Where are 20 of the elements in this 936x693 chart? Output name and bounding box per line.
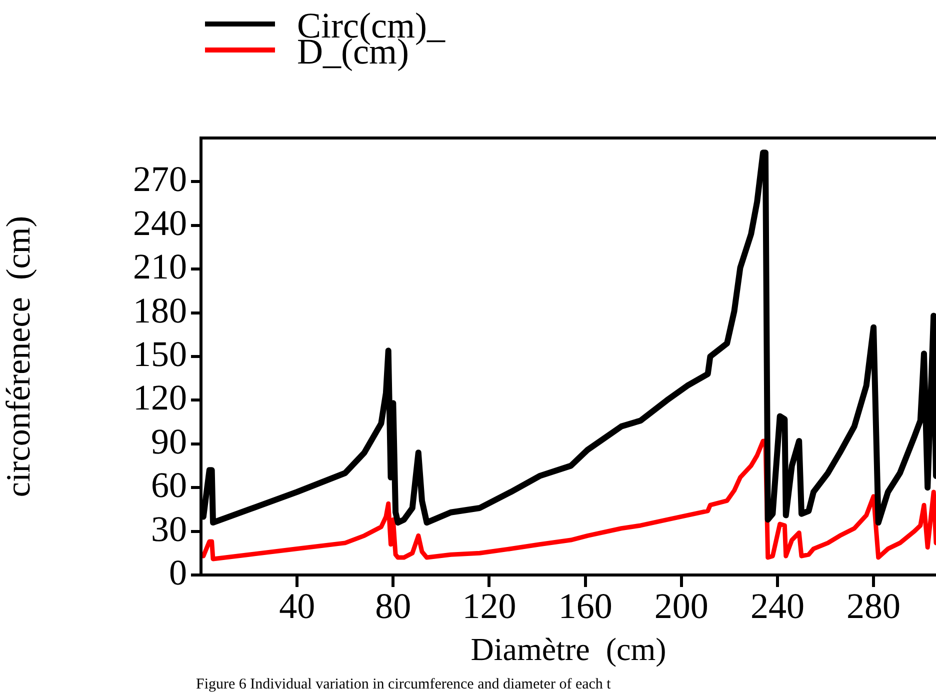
y-tick-label: 150 [133,334,187,374]
x-tick-label: 80 [375,586,412,626]
x-tick-label: 40 [279,586,316,626]
y-tick-label: 210 [133,246,187,287]
caption: Figure 6 Individual variation in circumference and diameter of each t [196,676,612,692]
y-tick-label: 60 [151,465,187,506]
y-tick-label: 0 [169,552,187,592]
x-tick-label: 160 [558,586,612,626]
x-tick-label: 240 [750,586,804,626]
y-axis-title: circonférenece (cm) [0,216,38,498]
x-tick-label: 200 [654,586,708,626]
y-tick-label: 90 [151,421,187,462]
y-tick-label: 120 [133,378,187,418]
x-tick-label: 280 [846,586,901,626]
y-tick-label: 180 [133,290,187,330]
y-tick-label: 240 [133,202,187,243]
x-axis-title: Diamètre (cm) [470,631,666,668]
y-tick-label: 270 [133,159,187,200]
y-tick-label: 30 [151,508,187,549]
x-tick-label: 120 [462,586,516,626]
